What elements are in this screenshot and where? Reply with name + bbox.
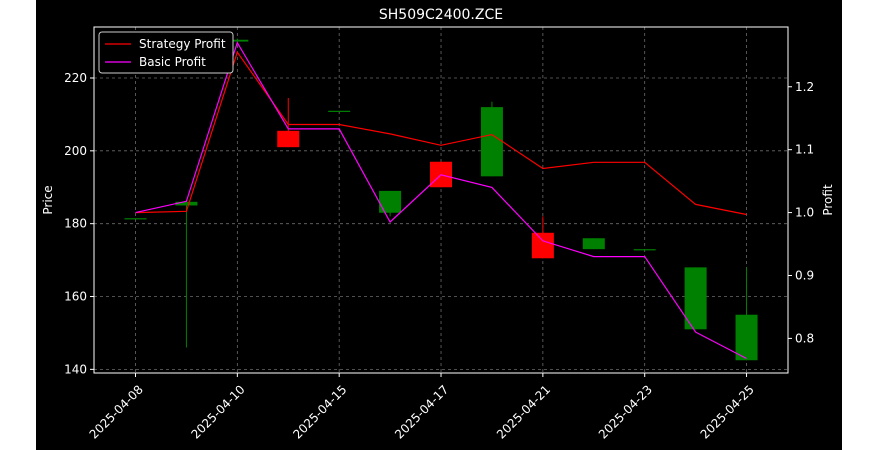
candles (124, 38, 758, 361)
x-tick-label: 2025-04-10 (188, 382, 247, 441)
y-tick-label-right: 1.2 (795, 80, 814, 94)
candle-body (633, 249, 656, 251)
y-tick-label-left: 160 (64, 290, 87, 304)
legend-label-basic-profit: Basic Profit (139, 55, 206, 69)
candlestick-chart: 140 160 180 200 220 0.8 0.9 1.0 1.1 1.2 2025-04-08… (41, 7, 835, 442)
candle-body (480, 107, 503, 177)
x-tick-label: 2025-04-08 (87, 382, 146, 441)
chart-figure: 140 160 180 200 220 0.8 0.9 1.0 1.1 1.2 2025-04-08… (36, 0, 842, 450)
y-axis-label-right: Profit (821, 184, 835, 216)
profit-lines (135, 41, 747, 360)
x-tick-label: 2025-04-25 (698, 382, 757, 441)
strategy-profit-line (135, 50, 747, 216)
y-tick-label-left: 180 (64, 217, 87, 231)
candle-body (379, 190, 402, 213)
y-tick-label-right: 0.9 (795, 268, 814, 282)
candle-body (735, 314, 758, 361)
x-tick-label: 2025-04-15 (290, 382, 349, 441)
y-tick-label-right: 0.8 (795, 331, 814, 345)
candle-body (328, 110, 351, 112)
chart-title: SH509C2400.ZCE (379, 7, 503, 23)
candle-body (175, 201, 198, 206)
legend: Strategy Profit Basic Profit (98, 31, 234, 74)
y-tick-label-left: 140 (64, 362, 87, 376)
y-axis-label-left: Price (41, 185, 55, 214)
y-tick-label-right: 1.0 (795, 206, 814, 220)
y-tick-label-left: 220 (64, 71, 87, 85)
candle-body (531, 232, 554, 259)
candle-body (124, 218, 147, 220)
y-tick-label-left: 200 (64, 144, 87, 158)
legend-box (98, 31, 234, 74)
legend-label-strategy-profit: Strategy Profit (139, 37, 226, 51)
basic-profit-line (135, 41, 747, 360)
candle-body (226, 39, 249, 42)
x-tick-label: 2025-04-21 (494, 382, 553, 441)
x-tick-label: 2025-04-17 (392, 382, 451, 441)
candle-body (277, 130, 300, 148)
grid (94, 27, 788, 373)
candle-body (582, 238, 605, 250)
axes: 140 160 180 200 220 0.8 0.9 1.0 1.1 1.2 2025-04-08… (64, 71, 814, 442)
candle-body (684, 267, 707, 330)
x-tick-label: 2025-04-23 (596, 382, 655, 441)
y-tick-label-right: 1.1 (795, 143, 814, 157)
